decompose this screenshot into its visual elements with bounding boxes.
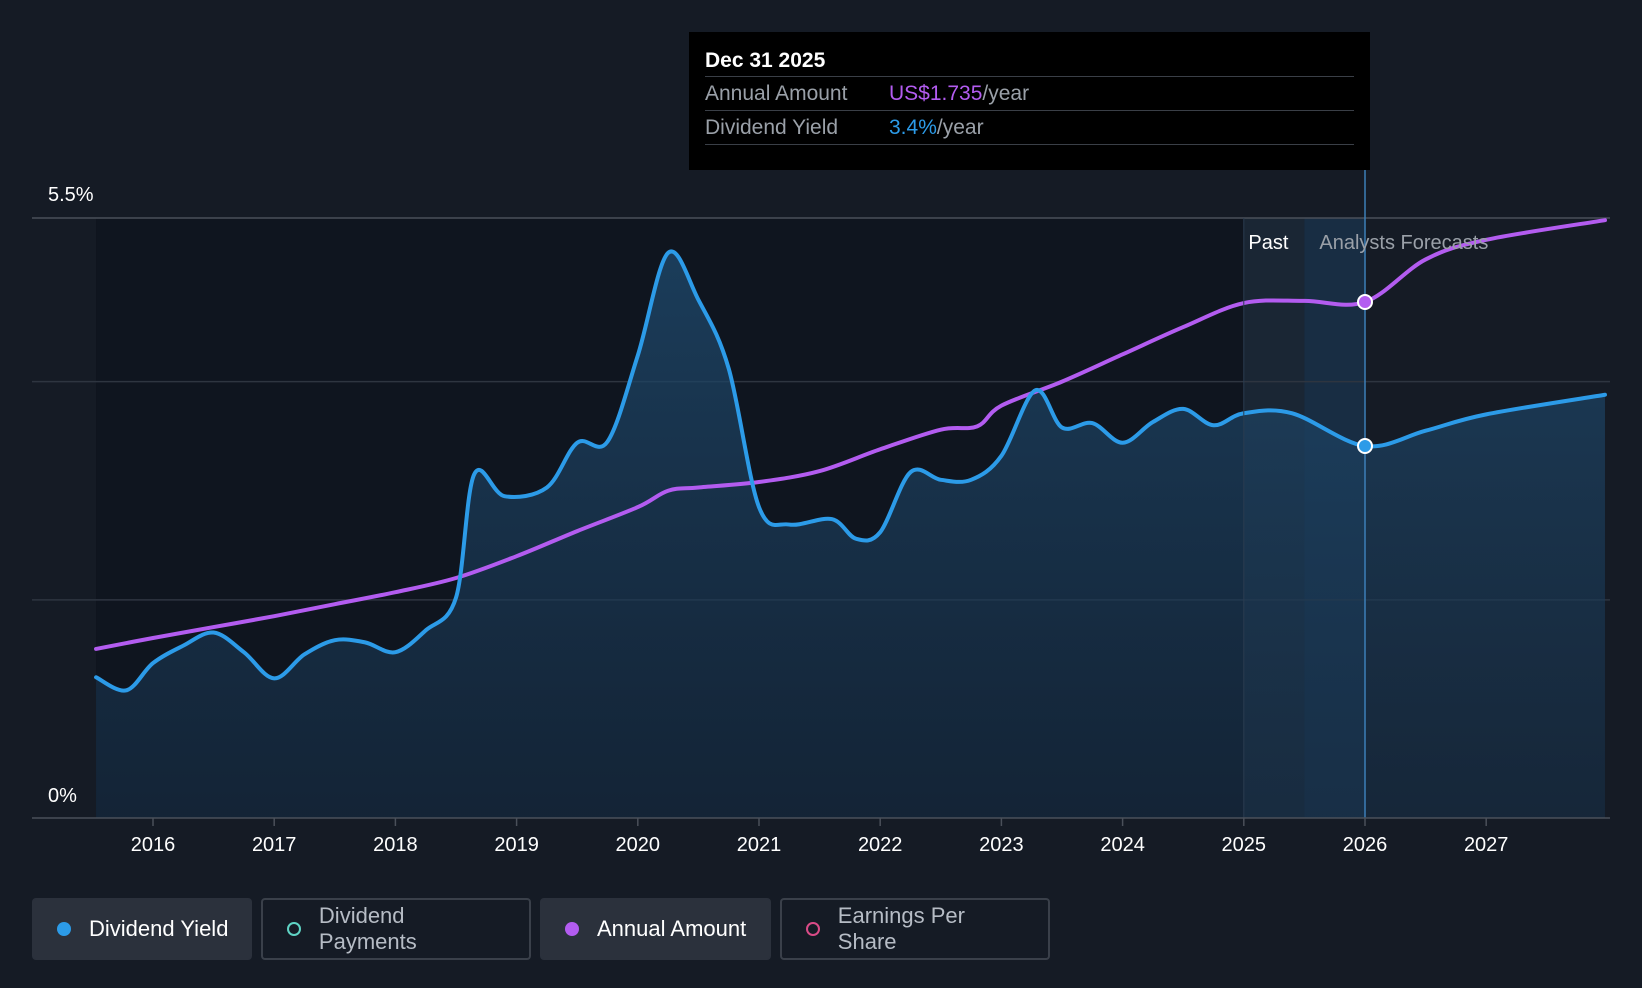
x-tick-label: 2025 — [1222, 834, 1267, 856]
dividend-yield-line — [94, 249, 1607, 693]
annual-amount-line — [94, 218, 1607, 651]
dividend-yield-area — [96, 251, 1605, 818]
annual-amount-marker[interactable] — [1357, 294, 1373, 310]
dividend-yield-dot-icon — [57, 922, 71, 936]
tooltip-annual-row: Annual Amount US$1.735/year — [705, 77, 1354, 111]
past-region-label: Past — [1248, 232, 1288, 254]
x-tick-label: 2021 — [737, 834, 782, 856]
tooltip-annual-label: Annual Amount — [705, 82, 848, 105]
y-axis-max-label: 5.5% — [48, 184, 94, 206]
legend-dividend-payments-label: Dividend Payments — [318, 903, 417, 954]
x-tick-label: 2018 — [373, 834, 418, 856]
x-tick-label: 2023 — [979, 834, 1024, 856]
legend-annual-amount-label: Annual Amount — [597, 916, 747, 941]
x-tick-label: 2027 — [1464, 834, 1509, 856]
x-tick-label: 2026 — [1343, 834, 1388, 856]
earnings-per-share-ring-icon — [806, 922, 820, 936]
legend-earnings-per-share-label: Earnings Per Share — [837, 903, 965, 954]
tooltip-yield-value: 3.4% — [889, 116, 937, 139]
dividend-yield-marker[interactable] — [1357, 438, 1373, 454]
chart-tooltip: Dec 31 2025 Annual Amount US$1.735/year … — [689, 32, 1370, 170]
tooltip-annual-unit: /year — [982, 82, 1030, 105]
tooltip-yield-unit: /year — [936, 116, 984, 139]
annual-amount-dot-icon — [565, 922, 579, 936]
x-axis-ticks: 2016 2017 2018 2019 2020 2021 2022 2023 2024 2025… — [131, 818, 1509, 856]
tooltip-annual-value: US$1.735 — [889, 82, 983, 105]
x-tick-label: 2017 — [252, 834, 297, 856]
legend-dividend-yield-label: Dividend Yield — [89, 916, 229, 941]
legend-earnings-per-share[interactable]: Earnings Per Share — [780, 898, 1050, 960]
legend-dividend-payments[interactable]: Dividend Payments — [261, 898, 531, 960]
chart-legend: Dividend Yield Dividend Payments Annual … — [32, 898, 1050, 960]
tooltip-date: Dec 31 2025 — [705, 46, 1354, 77]
x-tick-label: 2019 — [494, 834, 539, 856]
forecast-region-label: Analysts Forecasts — [1319, 232, 1488, 254]
legend-dividend-yield[interactable]: Dividend Yield — [32, 898, 252, 960]
tooltip-yield-row: Dividend Yield 3.4%/year — [705, 111, 1354, 145]
x-tick-label: 2024 — [1100, 834, 1145, 856]
x-tick-label: 2022 — [858, 834, 903, 856]
dividend-payments-ring-icon — [287, 922, 301, 936]
legend-annual-amount[interactable]: Annual Amount — [540, 898, 771, 960]
y-axis-min-label: 0% — [48, 785, 77, 807]
tooltip-yield-label: Dividend Yield — [705, 116, 839, 139]
x-tick-label: 2016 — [131, 834, 176, 856]
x-tick-label: 2020 — [616, 834, 661, 856]
